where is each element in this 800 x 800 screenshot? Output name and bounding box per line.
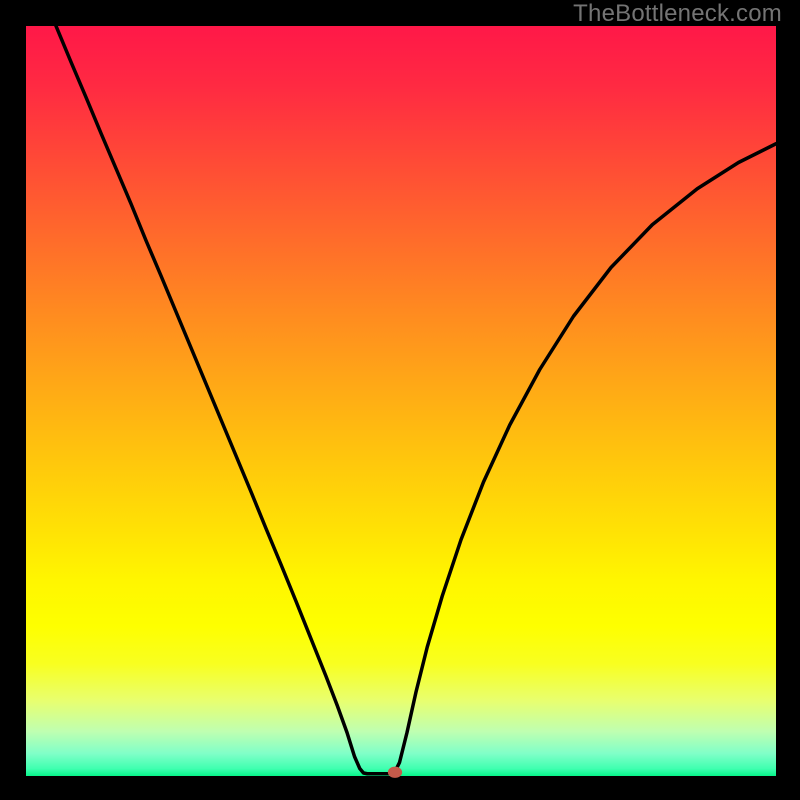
optimal-point-marker	[388, 767, 402, 778]
watermark-text: TheBottleneck.com	[573, 0, 782, 28]
bottleneck-curve-chart	[0, 0, 800, 800]
chart-container: TheBottleneck.com	[0, 0, 800, 800]
chart-plot-area	[26, 26, 776, 776]
